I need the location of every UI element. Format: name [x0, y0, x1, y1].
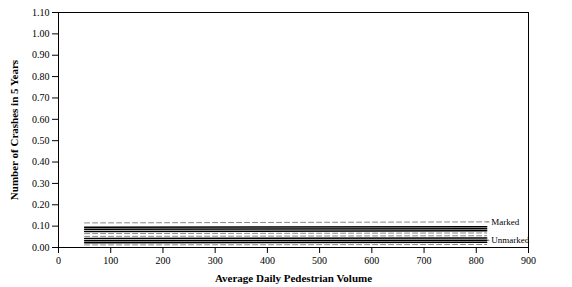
svg-text:0.50: 0.50: [32, 135, 50, 146]
svg-text:0.40: 0.40: [32, 156, 50, 167]
svg-text:500: 500: [312, 255, 327, 266]
svg-text:Average Daily Pedestrian Volum: Average Daily Pedestrian Volume: [215, 272, 372, 284]
svg-text:0.30: 0.30: [32, 178, 50, 189]
svg-text:0.10: 0.10: [32, 220, 50, 231]
svg-text:Unmarked: Unmarked: [491, 235, 529, 245]
svg-text:0.70: 0.70: [32, 92, 50, 103]
svg-text:0.90: 0.90: [32, 49, 50, 60]
svg-text:600: 600: [364, 255, 379, 266]
svg-text:Number of Crashes in 5 Years: Number of Crashes in 5 Years: [8, 59, 20, 200]
svg-text:0: 0: [56, 255, 61, 266]
svg-text:0.20: 0.20: [32, 199, 50, 210]
svg-text:100: 100: [103, 255, 118, 266]
svg-text:0.80: 0.80: [32, 71, 50, 82]
svg-text:Marked: Marked: [491, 217, 519, 227]
svg-text:700: 700: [417, 255, 432, 266]
svg-text:800: 800: [469, 255, 484, 266]
svg-text:1.10: 1.10: [32, 7, 50, 18]
svg-text:400: 400: [260, 255, 275, 266]
svg-text:900: 900: [521, 255, 536, 266]
svg-text:0.60: 0.60: [32, 114, 50, 125]
svg-text:300: 300: [208, 255, 223, 266]
svg-text:0.00: 0.00: [32, 242, 50, 253]
svg-text:200: 200: [155, 255, 170, 266]
svg-text:1.00: 1.00: [32, 28, 50, 39]
